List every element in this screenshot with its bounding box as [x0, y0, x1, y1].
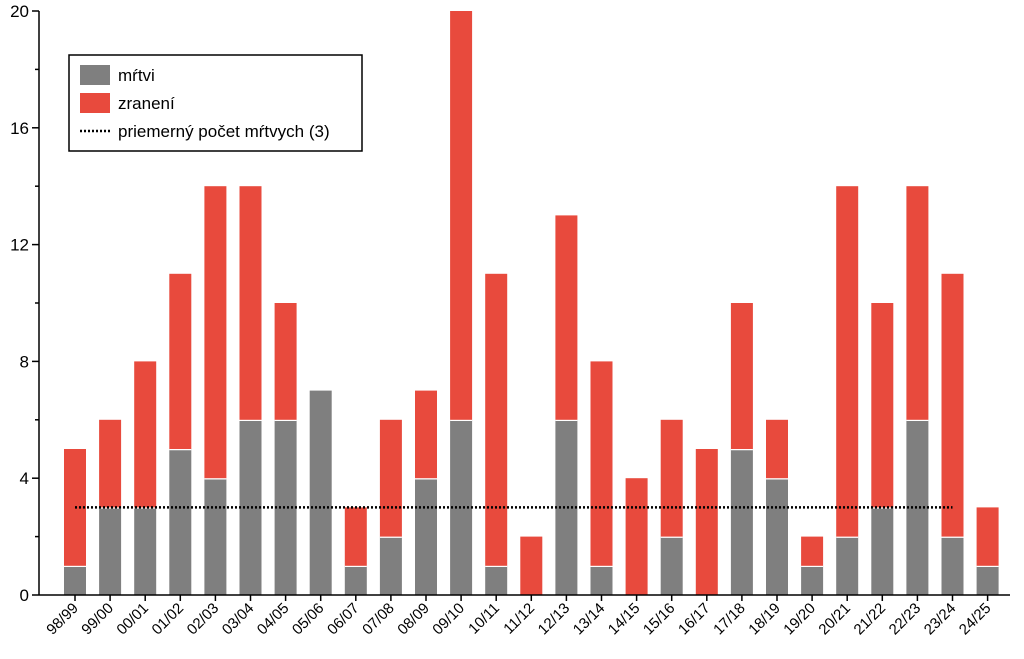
x-tick-label: 09/10	[429, 600, 468, 639]
legend-label-reference-line: priemerný počet mŕtvych (3)	[118, 122, 330, 141]
x-tick-label: 02/03	[184, 600, 223, 639]
bar-mrtvi-4	[204, 478, 227, 595]
x-tick-label: 11/12	[500, 600, 538, 638]
x-tick-label: 15/16	[640, 600, 679, 639]
bar-mrtvi-5	[239, 419, 262, 595]
legend-swatch-mrtvi	[80, 65, 110, 85]
bar-zraneni-23	[871, 303, 894, 508]
x-tick-label: 99/00	[78, 600, 117, 639]
legend-label-mrtvi: mŕtvi	[118, 66, 155, 85]
bar-mrtvi-11	[450, 419, 473, 595]
bar-zraneni-13	[520, 536, 543, 595]
bar-mrtvi-20	[766, 478, 788, 595]
bar-zraneni-6	[274, 303, 297, 420]
bar-mrtvi-9	[379, 536, 402, 595]
bar-mrtvi-24	[906, 419, 929, 595]
bar-zraneni-15	[590, 361, 613, 566]
legend: mŕtvi zranení priemerný počet mŕtvych (3)	[68, 54, 363, 152]
bar-zraneni-26	[976, 507, 999, 566]
x-tick-label: 01/02	[149, 600, 188, 639]
bar-mrtvi-15	[590, 565, 613, 595]
x-tick-label: 05/06	[289, 600, 328, 639]
bar-zraneni-2	[134, 361, 157, 508]
x-tick-label: 17/18	[710, 600, 749, 639]
bar-mrtvi-25	[941, 536, 964, 595]
bar-zraneni-3	[169, 273, 192, 449]
bar-mrtvi-2	[134, 507, 157, 595]
x-tick-label: 06/07	[324, 600, 363, 639]
x-tick-label: 10/11	[465, 600, 503, 638]
bar-zraneni-22	[836, 186, 859, 537]
legend-swatch-zraneni	[80, 93, 110, 113]
bars-layer	[64, 11, 999, 595]
bar-mrtvi-26	[976, 565, 999, 595]
bar-mrtvi-12	[485, 565, 508, 595]
bar-mrtvi-21	[801, 565, 824, 595]
bar-zraneni-8	[344, 507, 367, 566]
x-tick-label: 16/17	[675, 600, 714, 639]
x-tick-label: 07/08	[359, 600, 398, 639]
x-tick-label: 98/99	[43, 600, 82, 639]
x-tick-label: 23/24	[921, 600, 960, 639]
x-tick-label: 24/25	[956, 600, 995, 639]
x-tick-label: 20/21	[815, 600, 854, 639]
bar-mrtvi-17	[660, 536, 683, 595]
bar-mrtvi-14	[555, 419, 578, 595]
y-tick-label: 0	[20, 586, 29, 605]
x-tick-label: 18/19	[745, 600, 784, 639]
y-tick-label: 12	[10, 236, 29, 255]
bar-zraneni-16	[625, 478, 648, 595]
y-tick-label: 4	[20, 469, 29, 488]
bar-zraneni-25	[941, 273, 964, 537]
bar-mrtvi-1	[99, 507, 122, 595]
bar-zraneni-9	[379, 419, 402, 537]
bar-mrtvi-6	[274, 419, 297, 595]
bar-zraneni-20	[766, 419, 788, 479]
bar-zraneni-18	[695, 449, 718, 595]
x-tick-label: 12/13	[535, 600, 574, 639]
y-tick-label: 8	[20, 352, 29, 371]
bar-zraneni-19	[730, 303, 753, 449]
legend-label-zraneni: zranení	[118, 94, 175, 113]
x-tick-label: 22/23	[886, 600, 925, 639]
y-tick-label: 20	[10, 2, 29, 21]
x-tick-label: 00/01	[113, 600, 152, 639]
x-tick-label: 08/09	[394, 600, 433, 639]
bar-zraneni-21	[801, 536, 824, 566]
bar-mrtvi-0	[64, 565, 86, 595]
bar-zraneni-1	[99, 419, 122, 508]
bar-zraneni-4	[204, 186, 227, 479]
bar-mrtvi-22	[836, 536, 859, 595]
bar-mrtvi-7	[309, 390, 332, 595]
bar-zraneni-10	[415, 390, 437, 479]
x-tick-label: 14/15	[605, 600, 644, 639]
bar-zraneni-11	[450, 11, 473, 420]
legend-box	[68, 54, 363, 152]
bar-mrtvi-8	[344, 565, 367, 595]
bar-zraneni-14	[555, 215, 578, 420]
y-tick-label: 16	[10, 119, 29, 138]
bar-mrtvi-19	[730, 449, 753, 595]
x-tick-label: 21/22	[851, 600, 890, 639]
bar-zraneni-17	[660, 419, 683, 537]
bar-mrtvi-10	[415, 478, 437, 595]
x-tick-label: 04/05	[254, 600, 293, 639]
bar-mrtvi-23	[871, 507, 894, 595]
x-tick-label: 19/20	[780, 600, 819, 639]
bar-zraneni-12	[485, 273, 508, 566]
bar-zraneni-24	[906, 186, 929, 420]
x-tick-label: 13/14	[570, 600, 609, 639]
bar-zraneni-5	[239, 186, 262, 420]
x-tick-label: 03/04	[219, 600, 258, 639]
bar-mrtvi-3	[169, 449, 192, 595]
